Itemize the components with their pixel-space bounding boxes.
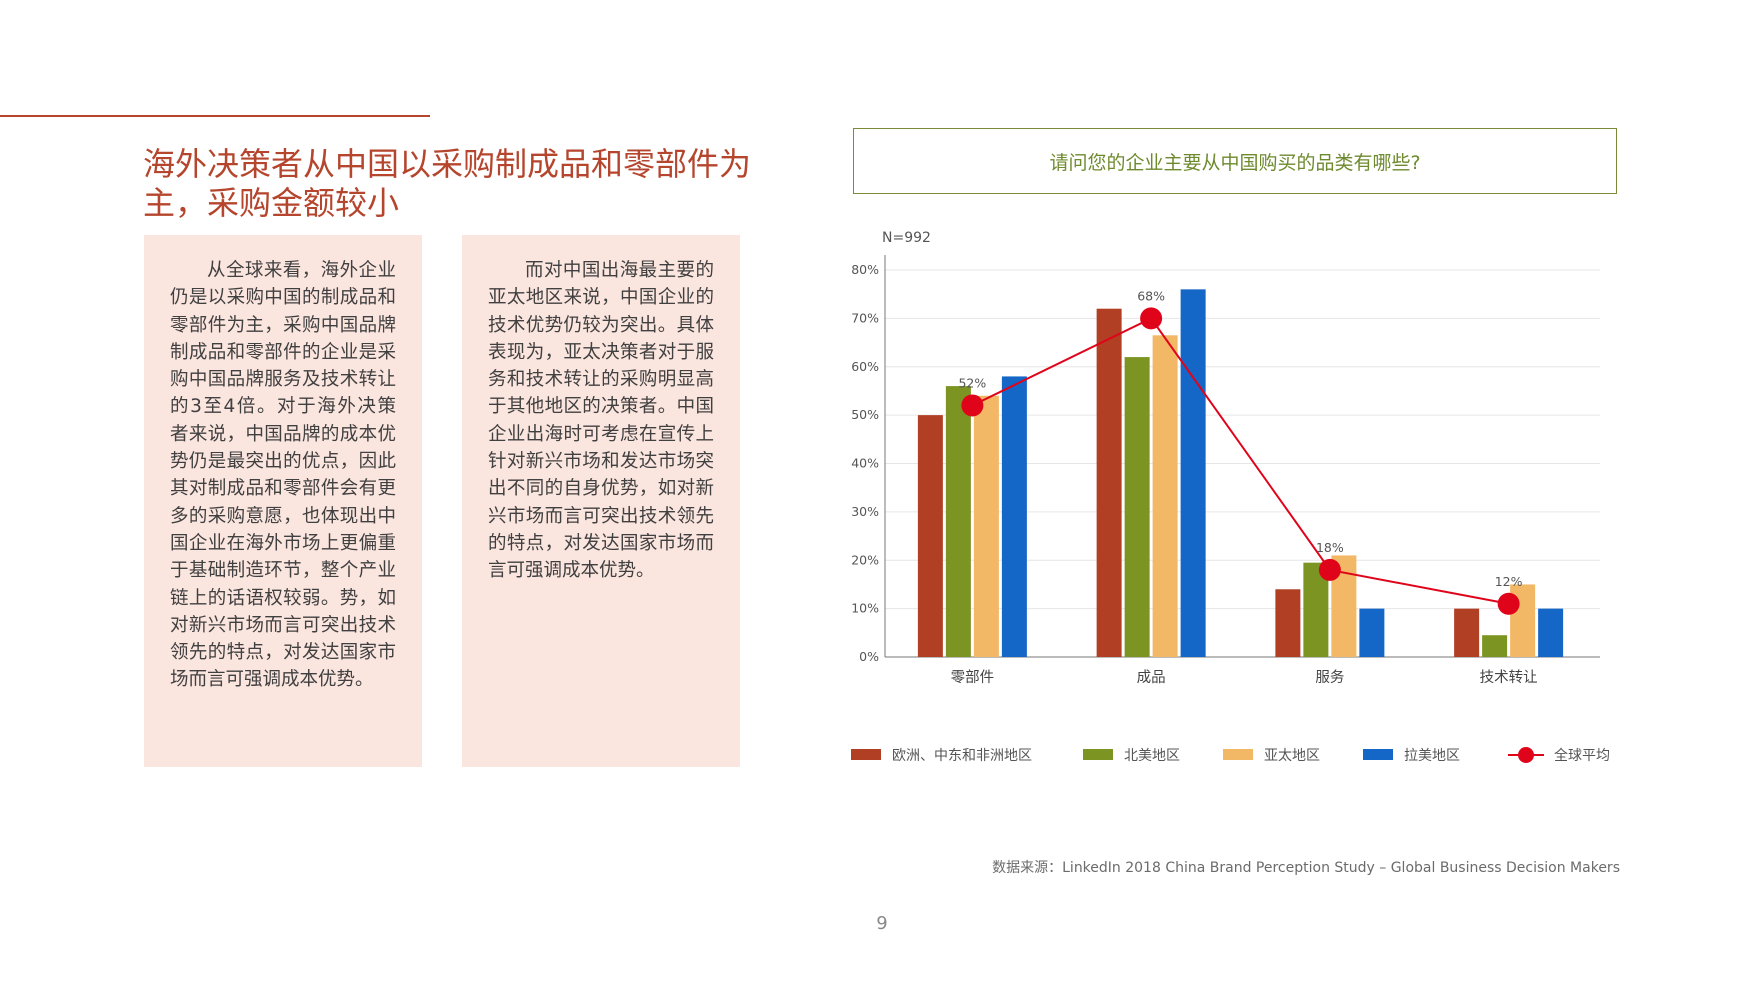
survey-question-box: 请问您的企业主要从中国购买的品类有哪些?	[853, 128, 1617, 194]
bar	[1359, 608, 1385, 657]
x-tick-label: 零部件	[951, 669, 995, 686]
x-tick-label: 服务	[1315, 669, 1344, 686]
legend-label: 北美地区	[1124, 748, 1180, 764]
y-tick-label: 60%	[851, 359, 879, 374]
y-tick-label: 0%	[859, 649, 879, 664]
legend-line-marker	[1518, 747, 1534, 763]
average-point	[1318, 558, 1341, 581]
text-box-global: 从全球来看，海外企业仍是以采购中国的制成品和零部件为主，采购中国品牌制成品和零部…	[144, 235, 422, 767]
bar	[1152, 335, 1178, 657]
bar	[1454, 608, 1480, 657]
page-number: 9	[876, 913, 888, 934]
bar	[1275, 589, 1301, 657]
legend-label: 拉美地区	[1404, 748, 1460, 764]
x-tick-label: 技术转让	[1480, 669, 1538, 686]
average-line	[971, 317, 1509, 605]
average-point	[1497, 592, 1520, 615]
x-tick-label: 成品	[1137, 669, 1166, 686]
y-tick-label: 50%	[851, 407, 879, 422]
title-accent-rule	[0, 115, 430, 117]
text-box-apac: 而对中国出海最主要的亚太地区来说，中国企业的技术优势仍较为突出。具体表现为，亚太…	[462, 235, 740, 767]
average-data-label: 68%	[1137, 288, 1165, 303]
bar	[945, 386, 971, 657]
bar	[973, 395, 999, 657]
legend-swatch	[1363, 749, 1393, 760]
purchase-category-chart: N=992 0% 10% 20% 30% 40% 50% 60% 70% 80% 零部件 成品 服务 技术…	[851, 230, 1610, 764]
bar	[1096, 308, 1122, 657]
average-data-label: 12%	[1495, 574, 1523, 589]
bar	[1001, 376, 1027, 657]
average-data-label: 52%	[958, 375, 986, 390]
legend-label: 欧洲、中东和非洲地区	[892, 748, 1032, 764]
y-tick-label: 20%	[851, 552, 879, 567]
legend-label: 全球平均	[1554, 747, 1610, 764]
average-data-label: 18%	[1316, 540, 1344, 555]
bar	[1124, 357, 1150, 657]
page-title: 海外决策者从中国以采购制成品和零部件为主，采购金额较小	[143, 145, 752, 223]
y-tick-label: 40%	[851, 456, 879, 471]
data-source: 数据来源：LinkedIn 2018 China Brand Perceptio…	[992, 860, 1620, 876]
bar	[917, 415, 943, 657]
y-tick-label: 80%	[851, 262, 879, 277]
average-point	[961, 394, 984, 417]
text-box-global-body: 从全球来看，海外企业仍是以采购中国的制成品和零部件为主，采购中国品牌制成品和零部…	[170, 260, 396, 691]
bar	[1538, 608, 1564, 657]
survey-question: 请问您的企业主要从中国购买的品类有哪些?	[1049, 151, 1421, 174]
text-box-apac-body: 而对中国出海最主要的亚太地区来说，中国企业的技术优势仍较为突出。具体表现为，亚太…	[488, 260, 714, 582]
y-tick-label: 30%	[851, 504, 879, 519]
y-tick-label: 10%	[851, 601, 879, 616]
y-tick-label: 70%	[851, 310, 879, 325]
legend-swatch	[851, 749, 881, 760]
average-point	[1140, 307, 1163, 330]
legend-swatch	[1223, 749, 1253, 760]
legend-swatch	[1083, 749, 1113, 760]
bar	[1180, 289, 1206, 657]
chart-annotation: N=992	[882, 230, 931, 246]
legend-label: 亚太地区	[1264, 748, 1320, 764]
bar	[1482, 635, 1508, 657]
